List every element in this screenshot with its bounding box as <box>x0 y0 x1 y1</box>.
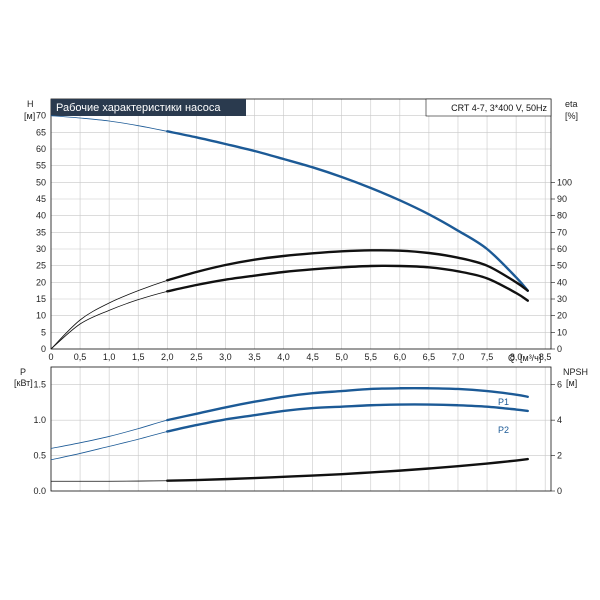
chart-subtitle: CRT 4-7, 3*400 V, 50Hz <box>451 103 547 113</box>
y2-tick-label-npsh: 4 <box>557 415 562 425</box>
efficiency-curve-lower-thin <box>50 265 528 350</box>
y-axis-label-h: H <box>27 99 34 109</box>
y-tick-label-h: 60 <box>36 144 46 154</box>
bottom-plot-frame <box>50 366 552 492</box>
y2-axis-unit-npsh: [м] <box>566 378 577 388</box>
x-tick-label: 3,0 <box>219 352 232 362</box>
series-label-p1: P1 <box>498 397 509 407</box>
x-tick-label: 2,5 <box>190 352 203 362</box>
y-axis-unit-p: [кВт] <box>14 378 33 388</box>
y2-axis-unit-eta: [%] <box>565 111 578 121</box>
y-tick-label-h: 35 <box>36 227 46 237</box>
y2-tick-label-npsh: 2 <box>557 451 562 461</box>
y-tick-label-p: 0.0 <box>33 486 46 496</box>
x-tick-label: 3,5 <box>248 352 261 362</box>
x-tick-label: 7,0 <box>452 352 465 362</box>
y2-tick-label-eta: 40 <box>557 277 567 287</box>
y-axis-unit-h: [м] <box>24 111 35 121</box>
x-tick-label: 0 <box>48 352 53 362</box>
y-tick-label-h: 10 <box>36 311 46 321</box>
efficiency-curve-upper-thick <box>166 249 529 292</box>
x-axis-label-q: Q <box>508 353 515 363</box>
title-box <box>51 99 246 116</box>
x-axis-unit-q: [м³/ч] <box>520 353 541 363</box>
y2-tick-label-eta: 90 <box>557 194 567 204</box>
efficiency-curve-lower-thick <box>166 264 529 302</box>
x-tick-label: 2,0 <box>161 352 174 362</box>
top-plot-frame <box>50 98 552 350</box>
x-tick-label: 8,5 <box>539 352 552 362</box>
y-axis-label-p: P <box>20 367 26 377</box>
head-curve-thick <box>166 130 529 292</box>
y-tick-label-h: 50 <box>36 177 46 187</box>
y2-tick-label-eta: 20 <box>557 311 567 321</box>
y-tick-label-h: 65 <box>36 127 46 137</box>
x-tick-label: 5,0 <box>335 352 348 362</box>
x-tick-label: 4,0 <box>277 352 290 362</box>
x-tick-label: 4,5 <box>306 352 319 362</box>
chart-title: Рабочие характеристики насоса <box>56 102 221 114</box>
power-curve-p2-thin <box>50 404 528 461</box>
y-tick-label-h: 40 <box>36 211 46 221</box>
x-tick-label: 8,0 <box>510 352 523 362</box>
model-box <box>425 98 552 117</box>
top-grid <box>50 99 551 350</box>
y2-tick-label-eta: 70 <box>557 227 567 237</box>
y2-tick-label-eta: 10 <box>557 327 567 337</box>
y-tick-label-p: 1.5 <box>33 380 46 390</box>
y2-tick-label-eta: 30 <box>557 294 567 304</box>
power-curve-p1-thin <box>50 387 528 449</box>
x-tick-label: 1,0 <box>103 352 116 362</box>
x-tick-label: 6,0 <box>394 352 407 362</box>
x-tick-label: 7,5 <box>481 352 494 362</box>
series-label-p2: P2 <box>498 425 509 435</box>
y-tick-label-h: 45 <box>36 194 46 204</box>
efficiency-curve-upper-thin <box>50 249 528 350</box>
bottom-ticks: 0.0 0.5 1.0 1.5 0 2 4 6 <box>33 380 562 496</box>
x-tick-label: 5,5 <box>365 352 378 362</box>
y-tick-label-p: 1.0 <box>33 415 46 425</box>
y-tick-label-h: 70 <box>36 111 46 121</box>
y2-tick-label-eta: 60 <box>557 244 567 254</box>
y-tick-label-h: 5 <box>41 327 46 337</box>
y2-axis-label-npsh: NPSH <box>563 367 588 377</box>
y2-tick-label-npsh: 0 <box>557 486 562 496</box>
y2-tick-label-eta: 80 <box>557 211 567 221</box>
y-tick-label-h: 55 <box>36 161 46 171</box>
y2-tick-label-eta: 50 <box>557 261 567 271</box>
y2-tick-label-npsh: 6 <box>557 380 562 390</box>
npsh-curve-thin <box>51 458 528 482</box>
bottom-grid <box>50 367 551 492</box>
x-tick-label: 1,5 <box>132 352 145 362</box>
power-curve-p1-thick <box>166 386 529 422</box>
y-tick-label-h: 25 <box>36 261 46 271</box>
power-curve-p2-thick <box>166 403 529 433</box>
y-tick-label-h: 0 <box>41 344 46 354</box>
x-tick-label: 0,5 <box>74 352 87 362</box>
y-tick-label-h: 30 <box>36 244 46 254</box>
head-curve-thin <box>50 115 529 291</box>
top-series <box>50 115 529 350</box>
npsh-curve-thick <box>166 457 529 482</box>
bottom-series <box>50 386 529 482</box>
y-tick-label-h: 20 <box>36 277 46 287</box>
x-tick-label: 6,5 <box>423 352 436 362</box>
top-ticks: 0 0,5 1,0 1,5 2,0 2,5 3,0 3,5 4,0 4,5 5,0 5,5 6,0 6,5… <box>36 111 572 362</box>
y2-tick-label-eta: 0 <box>557 344 562 354</box>
y-tick-label-h: 15 <box>36 294 46 304</box>
y2-axis-label-eta: eta <box>565 99 578 109</box>
y-tick-label-p: 0.5 <box>33 451 46 461</box>
y2-tick-label-eta: 100 <box>557 177 572 187</box>
